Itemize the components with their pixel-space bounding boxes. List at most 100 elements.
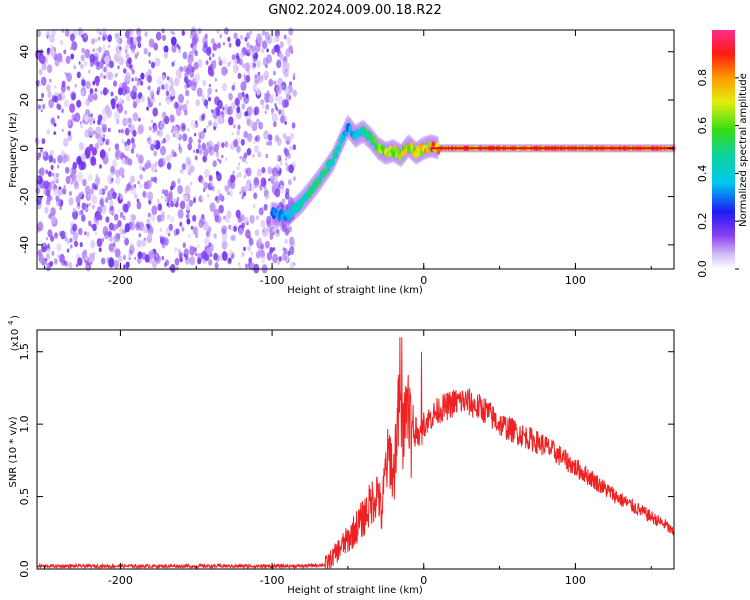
- spectrogram-noise-cell: [246, 148, 252, 156]
- spectrogram-noise-cell: [272, 247, 276, 251]
- y-tick-label: 0: [18, 145, 31, 152]
- spectrogram-noise-cell: [84, 60, 88, 67]
- spectrogram-noise-cell: [279, 41, 284, 48]
- spectrogram-noise-cell: [234, 97, 240, 106]
- spectrogram-noise-cell: [229, 174, 236, 184]
- spectrogram-noise-cell: [102, 154, 109, 165]
- spectrogram-noise-cell: [190, 81, 197, 92]
- spectrogram-noise-cell: [67, 130, 72, 136]
- spectrogram-noise-cell: [150, 213, 156, 222]
- spectrogram-noise-cell: [277, 156, 280, 161]
- spectrogram-noise-cell: [213, 233, 217, 239]
- spectrogram-noise-cell: [50, 235, 55, 242]
- spectrogram-noise-cell: [237, 72, 242, 79]
- spectrogram-noise-cell: [215, 89, 218, 93]
- spectrogram-noise-cell: [245, 229, 251, 239]
- spectrogram-noise-cell: [131, 47, 136, 54]
- spectrogram-noise-cell: [288, 179, 292, 186]
- spectrogram-noise-cell: [284, 192, 290, 200]
- spectrogram-noise-cell: [76, 155, 82, 166]
- spectrogram-noise-cell: [158, 248, 161, 252]
- spectrogram-noise-cell: [130, 175, 135, 184]
- spectrogram-noise-cell: [189, 181, 193, 186]
- spectrogram-noise-cell: [224, 141, 229, 148]
- spectrogram-noise-cell: [246, 32, 251, 40]
- spectrogram-noise-cell: [190, 119, 196, 129]
- spectrogram-noise-cell: [166, 214, 171, 220]
- spectrogram-noise-cell: [228, 116, 234, 126]
- spectrogram-noise-cell: [94, 37, 98, 43]
- spectrogram-noise-cell: [50, 207, 56, 217]
- spectrogram-noise-cell: [65, 154, 70, 162]
- spectrogram-noise-cell: [190, 56, 194, 62]
- spectrogram-noise-cell: [56, 254, 60, 258]
- spectrogram-noise-cell: [84, 129, 90, 138]
- spectrogram-noise-cell: [194, 50, 198, 57]
- spectrogram-noise-cell: [73, 181, 80, 190]
- spectrogram-noise-cell: [114, 143, 120, 151]
- spectrogram-noise-cell: [207, 87, 213, 95]
- spectrogram-noise-cell: [184, 76, 189, 84]
- spectrogram-noise-cell: [162, 111, 167, 119]
- spectrogram-noise-cell: [241, 194, 245, 200]
- spectrogram-noise-cell: [207, 193, 210, 198]
- spectrogram-noise-cell: [104, 185, 108, 191]
- spectrogram-noise-cell: [131, 77, 134, 82]
- spectrogram-ridge-cell: [403, 149, 407, 156]
- spectrogram-ridge-cell: [326, 165, 331, 173]
- spectrogram-noise-cell: [152, 107, 158, 117]
- spectrogram-noise-cell: [169, 96, 174, 102]
- spectrogram-noise-cell: [218, 159, 222, 164]
- spectrogram-noise-cell: [292, 144, 297, 151]
- spectrogram-noise-cell: [128, 117, 133, 125]
- spectrogram-noise-cell: [274, 225, 277, 229]
- spectrogram-noise-cell: [237, 166, 240, 171]
- spectrogram-noise-cell: [123, 264, 126, 269]
- spectrogram-noise-cell: [174, 257, 180, 266]
- spectrogram-noise-cell: [147, 51, 151, 57]
- spectrogram-noise-cell: [42, 243, 46, 247]
- spectrogram-noise-cell: [48, 170, 52, 177]
- spectrogram-noise-cell: [176, 43, 179, 48]
- spectrogram-noise-cell: [92, 117, 95, 122]
- spectrogram-noise-cell: [46, 198, 51, 206]
- spectrogram-noise-cell: [208, 145, 215, 156]
- spectrogram-noise-cell: [214, 197, 218, 201]
- spectrogram-noise-cell: [252, 154, 255, 158]
- spectrogram-noise-cell: [86, 146, 92, 155]
- spectrogram-noise-cell: [91, 147, 97, 156]
- colorbar-tick-label: 0.8: [696, 69, 709, 87]
- spectrogram-noise-cell: [284, 228, 290, 236]
- spectrogram-noise-cell: [121, 157, 126, 164]
- snr-y-axis-label: SNR (10 * v/v): [8, 416, 19, 487]
- spectrogram-noise-cell: [196, 148, 199, 154]
- spectrogram-noise-cell: [147, 191, 154, 201]
- spectrogram-noise-cell: [200, 195, 204, 201]
- spectrogram-noise-cell: [95, 47, 98, 52]
- spectrogram-noise-cell: [278, 109, 282, 115]
- spectrogram-noise-cell: [182, 242, 187, 249]
- spectrogram-noise-cell: [265, 240, 270, 248]
- colorbar-tick-label: 0.4: [696, 165, 709, 183]
- spectrogram-noise-cell: [236, 106, 241, 114]
- spectrogram-noise-cell: [285, 162, 288, 166]
- spectrogram-noise-cell: [39, 147, 44, 153]
- spectrogram-noise-cell: [108, 230, 112, 238]
- spectrogram-noise-cell: [136, 239, 142, 248]
- spectrogram-noise-cell: [71, 113, 76, 121]
- spectrogram-noise-cell: [142, 167, 145, 171]
- spectrogram-noise-cell: [71, 41, 78, 51]
- spectrogram-noise-cell: [104, 55, 110, 65]
- spectrogram-noise-cell: [173, 101, 179, 110]
- spectrogram-noise-cell: [114, 32, 119, 40]
- spectrogram-noise-cell: [244, 216, 249, 225]
- spectrogram-noise-cell: [253, 192, 258, 200]
- spectrogram-x-axis-label: Height of straight line (km): [287, 285, 423, 296]
- spectrogram-noise-cell: [171, 149, 175, 156]
- spectrogram-noise-cell: [187, 232, 192, 239]
- spectrogram-noise-cell: [274, 105, 278, 110]
- spectrogram-noise-cell: [214, 262, 219, 269]
- spectrogram-noise-cell: [256, 35, 263, 45]
- spectrogram-noise-cell: [118, 255, 123, 263]
